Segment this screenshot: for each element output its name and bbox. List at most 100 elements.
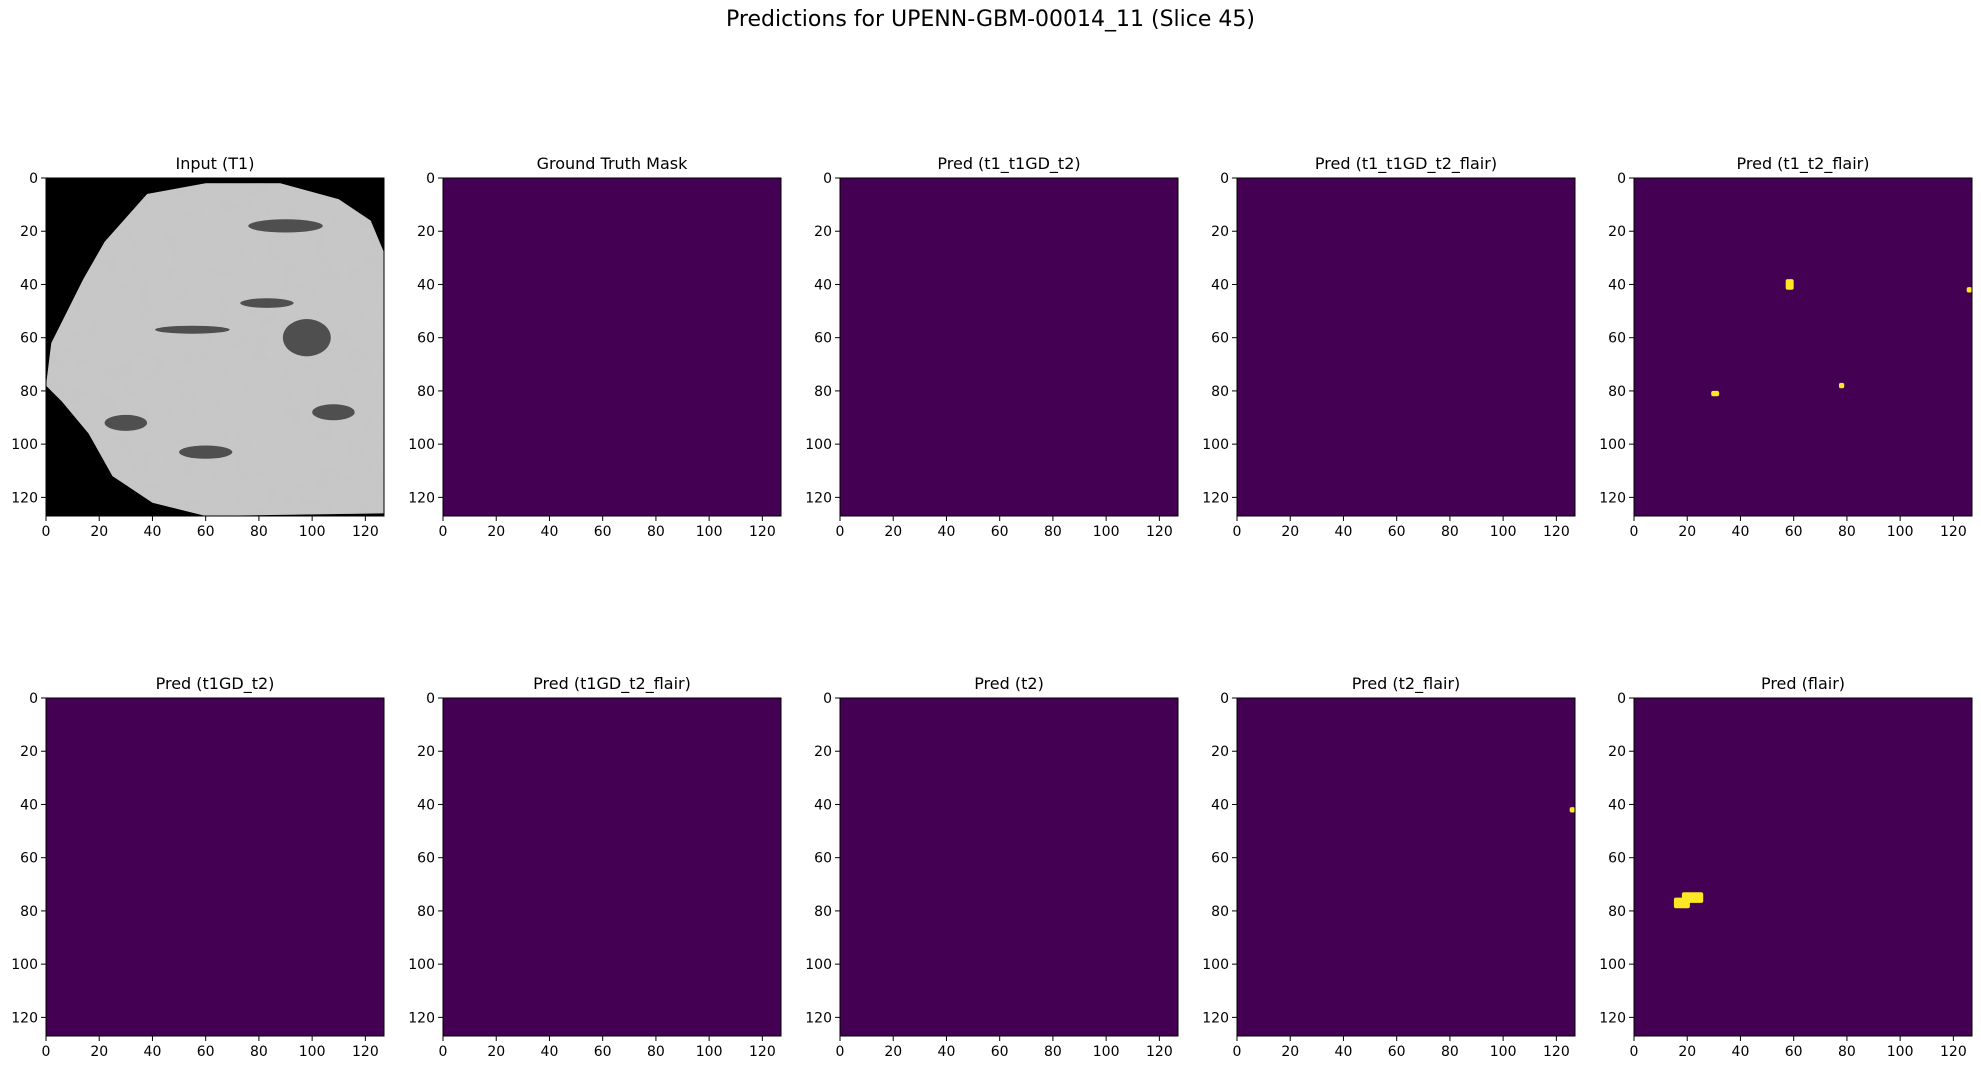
panel-3-xtick-label: 120 bbox=[1146, 524, 1173, 540]
panel-10-mask-background bbox=[1634, 698, 1972, 1036]
panel-9-frame bbox=[1236, 697, 1576, 1037]
panel-9-xtick-label: 120 bbox=[1543, 1044, 1570, 1060]
panel-7-xtick-label: 40 bbox=[541, 1044, 559, 1060]
panel-7-frame bbox=[442, 697, 782, 1037]
panel-1-ytick-label: 20 bbox=[20, 224, 38, 240]
panel-8-mask-background bbox=[840, 698, 1178, 1036]
panel-6-ytick-label: 20 bbox=[20, 744, 38, 760]
panel-1-xtick-label: 20 bbox=[90, 524, 108, 540]
panel-6-xtick-label: 20 bbox=[90, 1044, 108, 1060]
panel-2-ytick-label: 80 bbox=[417, 384, 435, 400]
panel-9: Pred (t2_flair) 0 20 40 60 80 100 120 0 20 40 60 80 1… bbox=[1202, 674, 1576, 1060]
panel-1-xtick-label: 40 bbox=[144, 524, 162, 540]
panel-2: Ground Truth Mask 0 20 40 60 80 100 120 0 20 40 60 8… bbox=[408, 154, 782, 540]
panel-3-frame bbox=[839, 177, 1179, 517]
panel-2-xtick-label: 60 bbox=[594, 524, 612, 540]
panel-1: Input (T1) 0 20 40 60 80 100 120 0 20 40 60 80 100 120 bbox=[11, 154, 385, 540]
panel-4-ytick-label: 80 bbox=[1211, 384, 1229, 400]
panel-7-ytick-label: 120 bbox=[408, 1010, 435, 1026]
panel-1-dark-structure bbox=[155, 325, 230, 334]
panel-3: Pred (t1_t1GD_t2) 0 20 40 60 80 100 120 0 20 40 60 8… bbox=[805, 154, 1179, 540]
panel-3-ytick-label: 100 bbox=[805, 437, 832, 453]
panel-3-xtick-label: 20 bbox=[884, 524, 902, 540]
panel-10-title: Pred (flair) bbox=[1761, 674, 1845, 693]
panel-8-frame bbox=[839, 697, 1179, 1037]
panel-5-xtick-label: 20 bbox=[1678, 524, 1696, 540]
panel-2-xtick-label: 20 bbox=[487, 524, 505, 540]
panel-7-xtick-label: 100 bbox=[696, 1044, 723, 1060]
panel-4-xtick-label: 40 bbox=[1335, 524, 1353, 540]
panel-4-xtick-label: 60 bbox=[1388, 524, 1406, 540]
panel-7-ytick-label: 100 bbox=[408, 957, 435, 973]
panel-1-ytick-label: 80 bbox=[20, 384, 38, 400]
panel-2-xtick-label: 80 bbox=[647, 524, 665, 540]
panel-6-frame bbox=[45, 697, 385, 1037]
panel-3-ytick-label: 20 bbox=[814, 224, 832, 240]
panel-5-ytick-label: 60 bbox=[1608, 331, 1626, 347]
panel-6-xtick-label: 120 bbox=[352, 1044, 379, 1060]
panel-1-dark-structure bbox=[312, 404, 355, 421]
panel-9-xtick-label: 80 bbox=[1441, 1044, 1459, 1060]
panel-1-brain-texture bbox=[46, 183, 384, 517]
panel-7: Pred (t1GD_t2_flair) 0 20 40 60 80 100 120 0 20 40… bbox=[408, 674, 782, 1060]
panel-5-predicted-region bbox=[1785, 279, 1794, 290]
panel-7-ytick-label: 80 bbox=[417, 904, 435, 920]
panel-1-ytick-label: 100 bbox=[11, 437, 38, 453]
panel-9-ytick-label: 80 bbox=[1211, 904, 1229, 920]
panel-2-title: Ground Truth Mask bbox=[537, 154, 689, 173]
panel-1-dark-structure bbox=[179, 445, 233, 459]
panel-6-mask-background bbox=[46, 698, 384, 1036]
panel-9-mask-background bbox=[1237, 698, 1575, 1036]
panel-4-xtick-label: 120 bbox=[1543, 524, 1570, 540]
panel-10-ytick-label: 60 bbox=[1608, 851, 1626, 867]
panel-4-ytick-label: 0 bbox=[1220, 171, 1229, 187]
panel-8-xtick-label: 0 bbox=[836, 1044, 845, 1060]
panel-7-xtick-label: 80 bbox=[647, 1044, 665, 1060]
panel-6-ytick-label: 100 bbox=[11, 957, 38, 973]
panel-3-xtick-label: 40 bbox=[938, 524, 956, 540]
panel-1-frame bbox=[45, 177, 385, 517]
panel-1-dark-structure bbox=[248, 219, 323, 233]
panel-9-ytick-label: 100 bbox=[1202, 957, 1229, 973]
panel-4-title: Pred (t1_t1GD_t2_flair) bbox=[1315, 154, 1497, 174]
panel-2-ytick-label: 100 bbox=[408, 437, 435, 453]
panel-7-mask-background bbox=[443, 698, 781, 1036]
panel-10: Pred (flair) 0 20 40 60 80 100 120 0 20 40 60 80 100 1… bbox=[1599, 674, 1973, 1060]
panel-6-xtick-label: 0 bbox=[42, 1044, 51, 1060]
panel-7-ytick-label: 40 bbox=[417, 797, 435, 813]
panel-1-dark-structure bbox=[282, 319, 331, 357]
panel-4-ytick-label: 60 bbox=[1211, 331, 1229, 347]
panel-5-ytick-label: 40 bbox=[1608, 277, 1626, 293]
panel-6-ytick-label: 0 bbox=[29, 691, 38, 707]
panel-4: Pred (t1_t1GD_t2_flair) 0 20 40 60 80 100 120 0 2… bbox=[1202, 154, 1576, 540]
panel-2-ytick-label: 40 bbox=[417, 277, 435, 293]
panel-8-xtick-label: 40 bbox=[938, 1044, 956, 1060]
panel-5-predicted-region bbox=[1711, 390, 1720, 397]
panel-3-xtick-label: 0 bbox=[836, 524, 845, 540]
panel-9-xtick-label: 60 bbox=[1388, 1044, 1406, 1060]
panel-7-xtick-label: 120 bbox=[749, 1044, 776, 1060]
panel-5-ytick-label: 100 bbox=[1599, 437, 1626, 453]
panel-7-xtick-label: 0 bbox=[439, 1044, 448, 1060]
panel-4-mask-background bbox=[1237, 178, 1575, 516]
panel-10-xtick-label: 20 bbox=[1678, 1044, 1696, 1060]
panel-1-ytick-label: 120 bbox=[11, 490, 38, 506]
panel-8-ytick-label: 60 bbox=[814, 851, 832, 867]
panel-5-xtick-label: 100 bbox=[1887, 524, 1914, 540]
figure-title: Predictions for UPENN-GBM-00014_11 (Slic… bbox=[726, 7, 1255, 32]
panel-8-ytick-label: 40 bbox=[814, 797, 832, 813]
panel-10-xtick-label: 60 bbox=[1785, 1044, 1803, 1060]
panel-6-xtick-label: 60 bbox=[197, 1044, 215, 1060]
panel-7-ytick-label: 20 bbox=[417, 744, 435, 760]
panel-5-xtick-label: 120 bbox=[1940, 524, 1967, 540]
panel-8-ytick-label: 100 bbox=[805, 957, 832, 973]
panel-5-xtick-label: 80 bbox=[1838, 524, 1856, 540]
panel-8-xtick-label: 60 bbox=[991, 1044, 1009, 1060]
panel-10-ytick-label: 100 bbox=[1599, 957, 1626, 973]
panel-9-xtick-label: 40 bbox=[1335, 1044, 1353, 1060]
panel-1-xtick-label: 0 bbox=[42, 524, 51, 540]
panel-4-xtick-label: 100 bbox=[1490, 524, 1517, 540]
panel-8-xtick-label: 80 bbox=[1044, 1044, 1062, 1060]
panel-9-ytick-label: 60 bbox=[1211, 851, 1229, 867]
